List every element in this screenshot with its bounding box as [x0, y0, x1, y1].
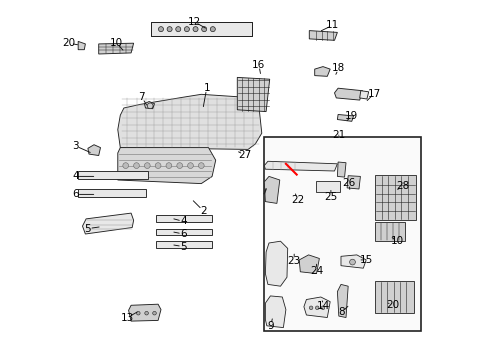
Polygon shape [264, 161, 337, 171]
Circle shape [349, 259, 355, 265]
Circle shape [309, 306, 312, 310]
Text: 11: 11 [325, 20, 339, 30]
Polygon shape [128, 304, 161, 321]
Text: 28: 28 [395, 181, 408, 192]
Bar [316, 181, 339, 192]
Polygon shape [264, 176, 279, 203]
Text: 10: 10 [110, 38, 123, 48]
Polygon shape [118, 148, 215, 184]
Circle shape [144, 311, 148, 315]
Polygon shape [314, 67, 329, 76]
Text: 9: 9 [267, 321, 274, 331]
Text: 21: 21 [331, 130, 345, 140]
Text: 5: 5 [84, 224, 91, 234]
Circle shape [201, 27, 206, 32]
Circle shape [136, 311, 140, 315]
Circle shape [158, 27, 163, 32]
Circle shape [147, 103, 153, 109]
Text: 6: 6 [72, 189, 79, 199]
Text: 23: 23 [287, 256, 300, 266]
Polygon shape [265, 241, 287, 286]
Circle shape [193, 27, 198, 32]
Text: 12: 12 [187, 17, 200, 27]
Circle shape [315, 306, 318, 310]
Circle shape [210, 27, 215, 32]
Polygon shape [265, 296, 285, 328]
Text: 8: 8 [338, 307, 345, 318]
Polygon shape [337, 162, 346, 177]
Polygon shape [99, 43, 133, 54]
Text: 15: 15 [360, 255, 373, 265]
Polygon shape [299, 255, 319, 274]
Text: 18: 18 [331, 63, 345, 73]
Polygon shape [340, 255, 366, 268]
Text: 26: 26 [342, 178, 355, 188]
Text: 13: 13 [121, 312, 134, 323]
Polygon shape [237, 77, 269, 112]
Polygon shape [303, 297, 329, 318]
Bar [156, 229, 212, 235]
Text: 20: 20 [62, 38, 76, 48]
Text: 27: 27 [237, 150, 251, 160]
Text: 14: 14 [316, 301, 330, 311]
Circle shape [152, 311, 156, 315]
Circle shape [321, 306, 324, 310]
Bar [151, 22, 251, 36]
Circle shape [167, 27, 172, 32]
Text: 4: 4 [180, 216, 186, 226]
Circle shape [155, 163, 161, 168]
Bar [374, 175, 415, 220]
Text: 10: 10 [390, 236, 403, 246]
Circle shape [184, 27, 189, 32]
Polygon shape [334, 88, 362, 100]
Text: 5: 5 [180, 242, 186, 252]
Text: 4: 4 [72, 171, 79, 181]
Bar [78, 189, 145, 197]
Polygon shape [82, 213, 133, 234]
Text: 7: 7 [138, 92, 145, 102]
Polygon shape [309, 31, 337, 40]
Text: 19: 19 [345, 111, 358, 121]
Bar [78, 171, 148, 179]
Polygon shape [359, 91, 368, 99]
Circle shape [144, 163, 150, 168]
Bar [374, 222, 405, 241]
Text: 20: 20 [386, 300, 399, 310]
Text: 22: 22 [290, 195, 304, 205]
Bar [374, 281, 413, 313]
Bar [151, 22, 251, 36]
Circle shape [133, 163, 139, 168]
Polygon shape [346, 176, 360, 189]
Polygon shape [144, 102, 154, 109]
Bar [156, 215, 212, 222]
Text: 24: 24 [309, 266, 323, 276]
Circle shape [198, 163, 204, 168]
Circle shape [175, 27, 181, 32]
Text: 2: 2 [200, 206, 206, 216]
Text: 17: 17 [366, 89, 380, 99]
Text: 6: 6 [180, 229, 186, 239]
Circle shape [177, 163, 182, 168]
Text: 25: 25 [324, 192, 337, 202]
Bar [156, 241, 212, 248]
Text: 3: 3 [72, 141, 79, 151]
Circle shape [166, 163, 171, 168]
Text: 16: 16 [252, 60, 265, 70]
Polygon shape [78, 41, 85, 50]
Bar [264, 137, 420, 331]
Text: 1: 1 [203, 83, 209, 93]
Polygon shape [118, 94, 261, 149]
Circle shape [187, 163, 193, 168]
Circle shape [122, 163, 128, 168]
Polygon shape [337, 114, 353, 121]
Polygon shape [337, 284, 347, 318]
Polygon shape [88, 145, 101, 156]
